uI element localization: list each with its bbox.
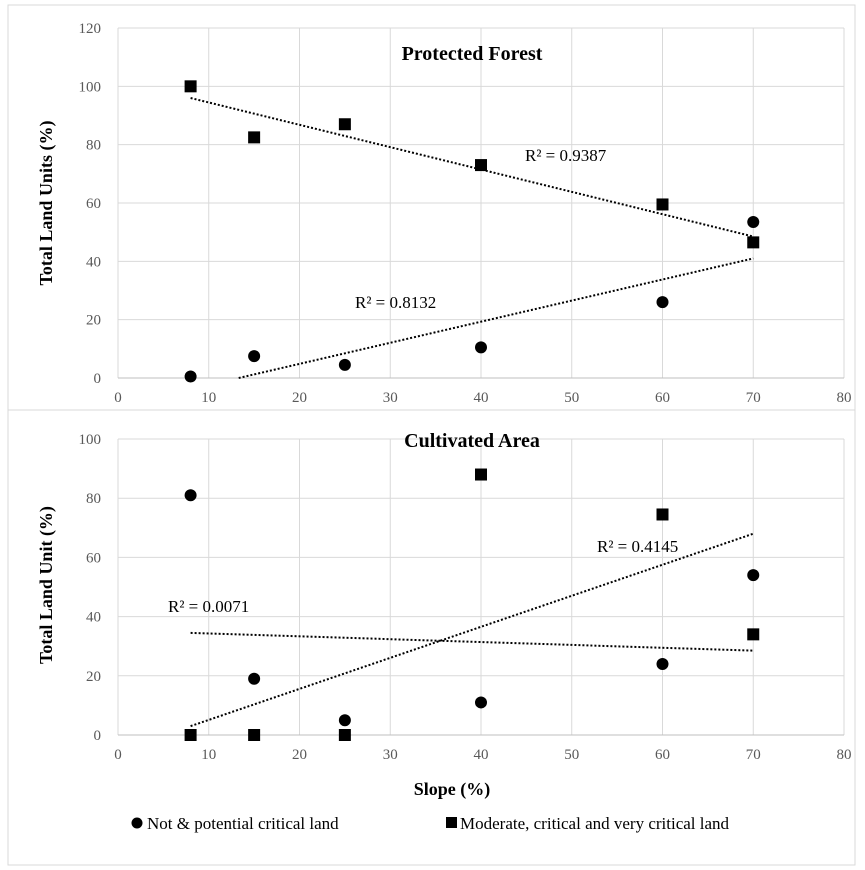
x-tick-label: 20 (292, 747, 307, 763)
x-tick-label: 70 (746, 747, 761, 763)
x-tick-label: 80 (837, 747, 852, 763)
chart-title: Cultivated Area (404, 430, 540, 452)
data-point-circle (656, 657, 669, 670)
chart-title: Protected Forest (402, 43, 543, 65)
data-point-circle (248, 350, 261, 363)
y-axis-label: Total Land Units (%) (36, 121, 57, 286)
data-point-square (747, 236, 760, 249)
x-tick-label: 0 (114, 390, 122, 406)
data-point-circle (475, 696, 487, 709)
data-point-circle (248, 672, 261, 685)
top-panel-border (7, 4, 856, 411)
trendline (190, 532, 754, 728)
data-point-square (475, 468, 487, 481)
data-point-square (656, 198, 669, 211)
x-tick-label: 70 (746, 390, 761, 406)
data-point-circle (338, 358, 351, 371)
legend-label-not-potential: Not & potential critical land (147, 814, 339, 833)
data-point-square (747, 628, 760, 641)
data-point-circle (747, 215, 760, 228)
data-point-circle (475, 341, 487, 354)
y-tick-label: 40 (86, 610, 101, 626)
r-squared-label: R² = 0.9387 (525, 146, 607, 165)
y-tick-label: 60 (86, 196, 101, 212)
legend-marker-square (446, 817, 457, 828)
data-point-circle (656, 296, 669, 309)
x-tick-label: 50 (564, 390, 579, 406)
data-point-circle (184, 370, 197, 383)
y-tick-label: 20 (86, 669, 101, 685)
x-tick-label: 40 (474, 390, 489, 406)
y-tick-label: 40 (86, 254, 101, 270)
x-tick-label: 0 (114, 747, 122, 763)
y-tick-label: 60 (86, 550, 101, 566)
cultivated-area-panel: 0 20 40 60 80 100 0 10 20 30 40 50 60 70 80 Cultivated … (36, 430, 852, 800)
y-tick-label: 20 (86, 313, 101, 329)
x-tick-label: 10 (201, 390, 216, 406)
x-tick-label: 30 (383, 390, 398, 406)
legend-marker-circle (131, 817, 143, 829)
x-tick-label: 30 (383, 747, 398, 763)
r-squared-label: R² = 0.8132 (355, 293, 436, 312)
data-point-square (338, 729, 351, 741)
x-tick-label: 60 (655, 390, 670, 406)
data-point-square (475, 159, 487, 172)
y-tick-label: 0 (94, 371, 102, 387)
x-tick-label: 60 (655, 747, 670, 763)
x-tick-label: 80 (837, 390, 852, 406)
data-point-circle (747, 569, 760, 582)
trendline (238, 257, 754, 379)
legend: Not & potential critical land Moderate, … (131, 814, 730, 833)
r-squared-label: R² = 0.4145 (597, 537, 678, 556)
data-point-square (248, 131, 261, 144)
data-point-square (184, 729, 197, 741)
legend-label-moderate-critical: Moderate, critical and very critical lan… (460, 814, 730, 833)
data-point-circle (338, 714, 351, 727)
protected-forest-panel: 0 20 40 60 80 100 120 0 10 20 30 40 50 60 70 80 Protecte… (36, 21, 852, 406)
trendline (190, 97, 754, 238)
trendline (190, 631, 754, 652)
y-tick-label: 80 (86, 491, 101, 507)
y-axis-label: Total Land Unit (%) (36, 506, 57, 664)
x-tick-label: 40 (474, 747, 489, 763)
y-tick-label: 80 (86, 138, 101, 154)
x-tick-label: 50 (564, 747, 579, 763)
y-tick-label: 0 (94, 728, 102, 744)
data-point-square (338, 118, 351, 131)
y-tick-label: 100 (79, 79, 102, 95)
x-axis-label: Slope (%) (414, 779, 491, 800)
x-tick-label: 20 (292, 390, 307, 406)
r-squared-label: R² = 0.0071 (168, 597, 249, 616)
data-point-circle (184, 489, 197, 502)
y-tick-label: 100 (79, 432, 102, 448)
data-point-square (656, 508, 669, 521)
data-point-square (184, 80, 197, 93)
bottom-panel-border (7, 409, 856, 866)
data-point-square (248, 729, 261, 741)
y-tick-label: 120 (79, 21, 102, 37)
x-tick-label: 10 (201, 747, 216, 763)
